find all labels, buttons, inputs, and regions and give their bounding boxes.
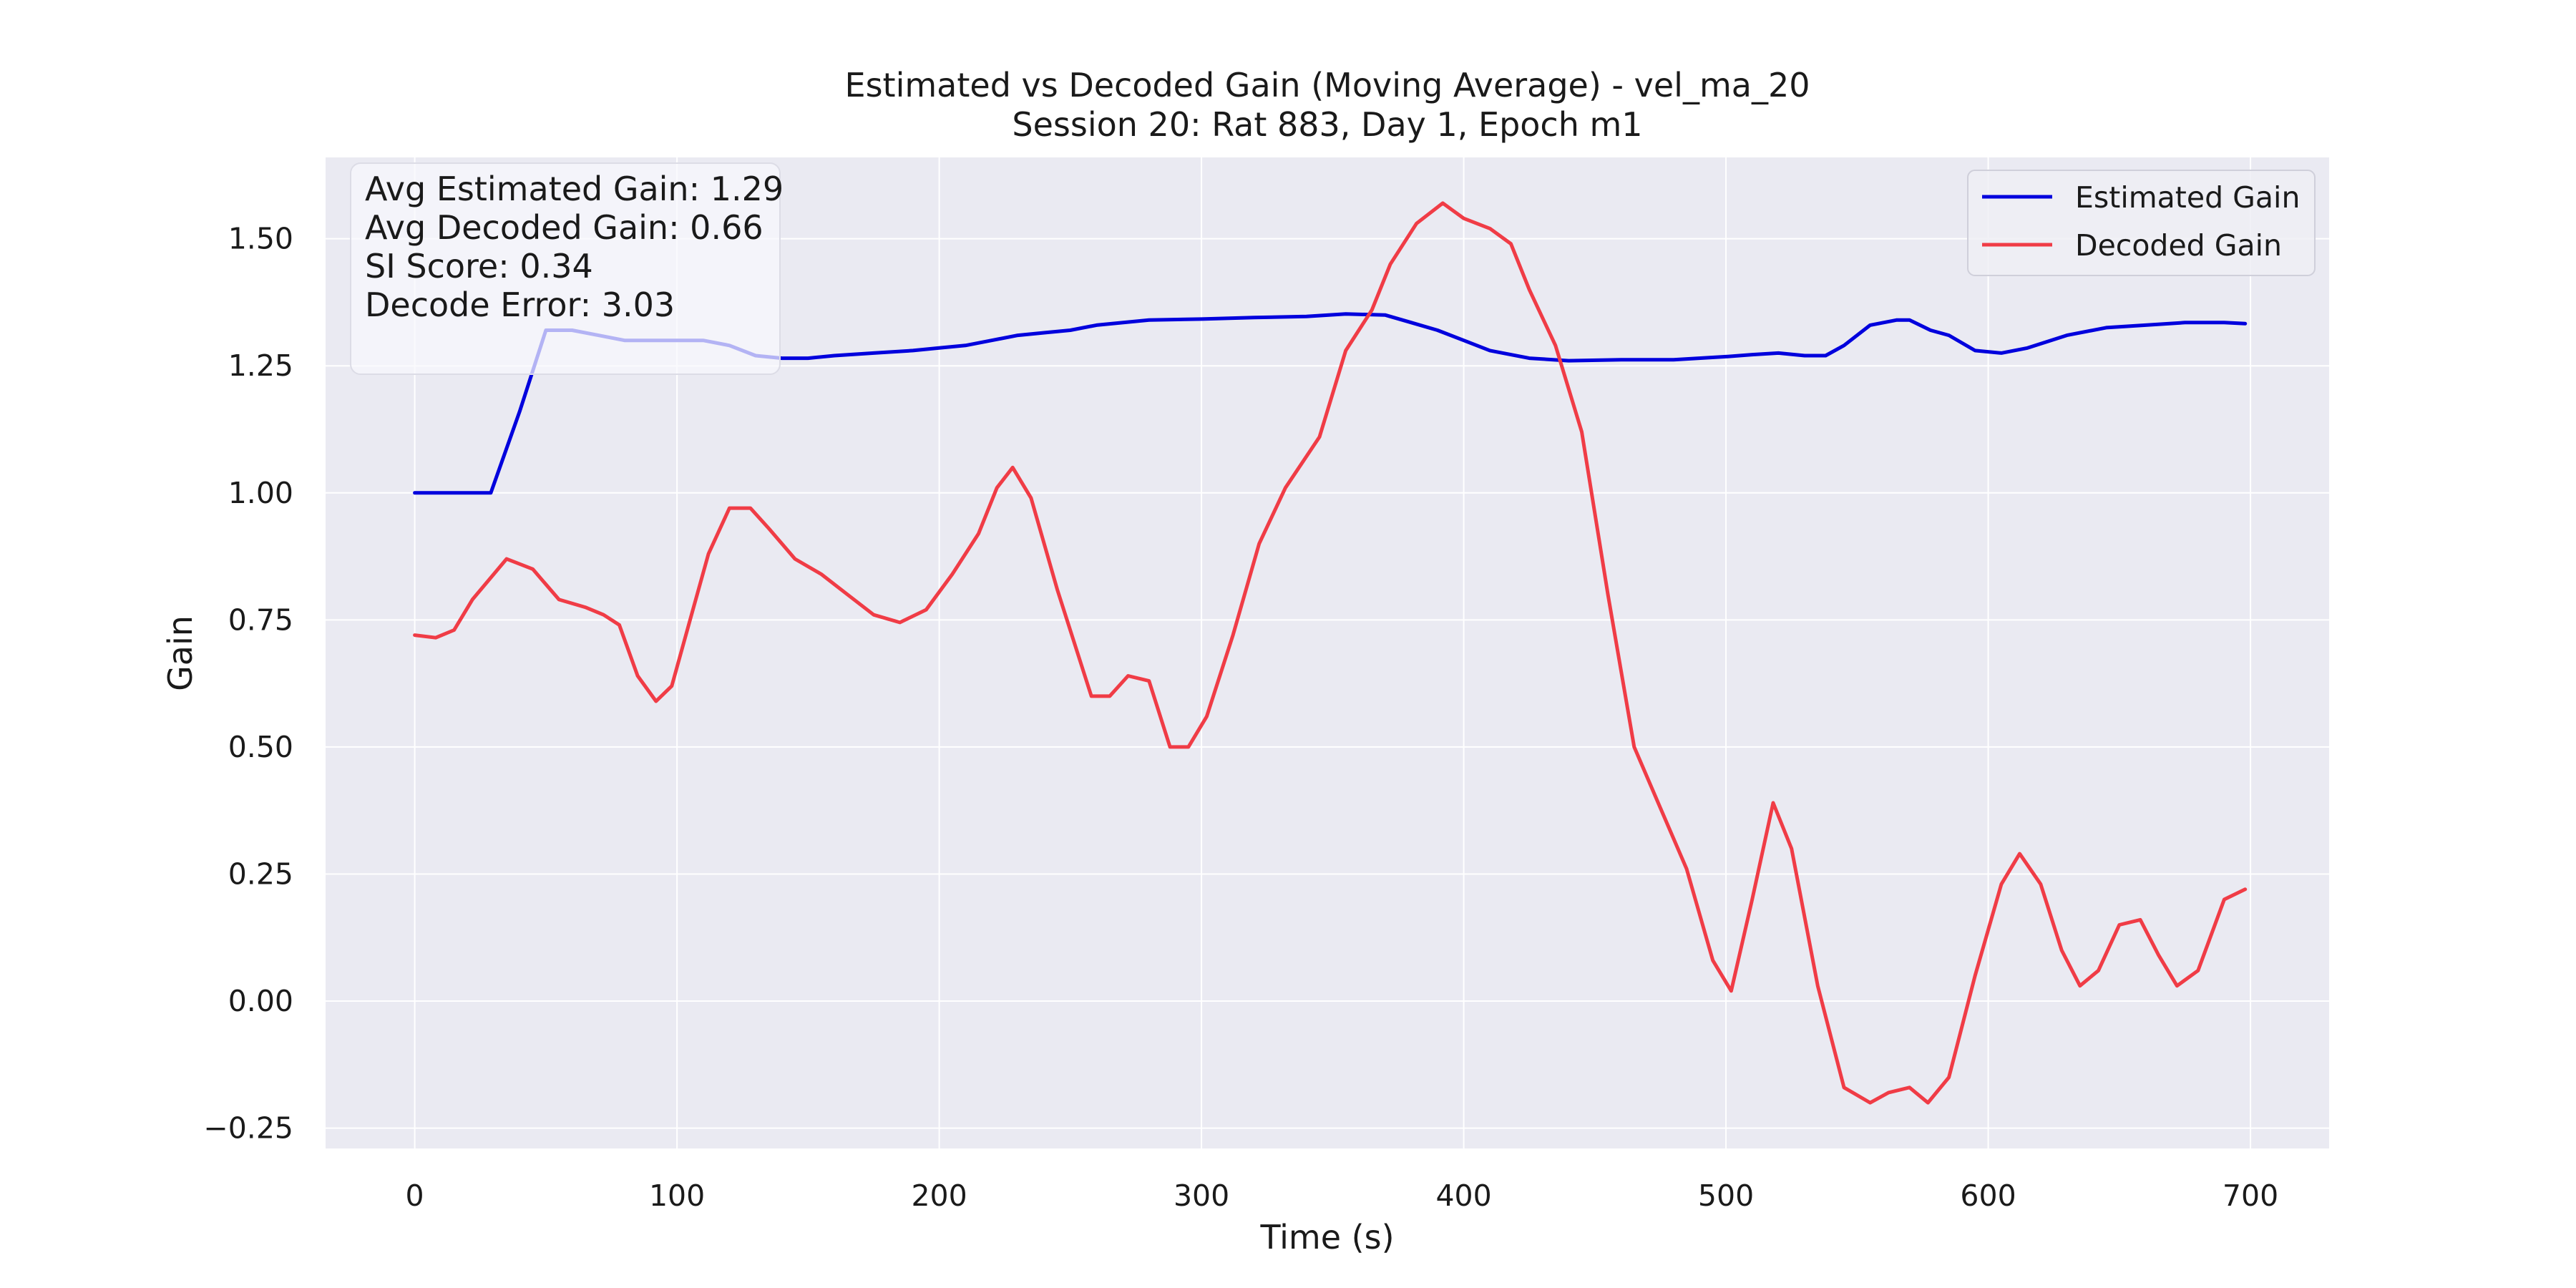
x-tick-label: 200 [911,1179,967,1213]
y-axis-label: Gain [161,615,200,691]
y-tick-label: 1.00 [228,476,293,510]
stats-box-background [350,162,781,375]
y-tick-label: 0.00 [228,984,293,1018]
x-tick-label: 100 [649,1179,705,1213]
stats-si-score: SI Score: 0.34 [365,247,593,286]
y-tick-label: 1.25 [228,348,293,383]
y-tick-label: 0.50 [228,730,293,764]
stats-avg-decoded: Avg Decoded Gain: 0.66 [365,208,763,247]
series-line-decoded-gain [413,201,2248,1105]
x-tick-label: 500 [1698,1179,1754,1213]
y-tick-label: 0.25 [228,857,293,891]
y-tick-label: −0.25 [203,1111,293,1146]
y-tick-label: 0.75 [228,602,293,637]
legend: Estimated Gain Decoded Gain [1967,170,2316,276]
stats-avg-estimated: Avg Estimated Gain: 1.29 [365,170,784,208]
y-ticks: −0.25 0.00 0.25 0.50 0.75 1.00 1.25 1.50 [203,222,293,1146]
x-axis-label: Time (s) [1259,1218,1394,1257]
legend-label-decoded: Decoded Gain [2075,228,2282,263]
stats-box: Avg Estimated Gain: 1.29 Avg Decoded Gai… [350,162,784,375]
x-tick-label: 400 [1435,1179,1491,1213]
x-tick-label: 300 [1174,1179,1229,1213]
chart-subtitle: Session 20: Rat 883, Day 1, Epoch m1 [1012,105,1642,144]
x-tick-label: 600 [1960,1179,2016,1213]
legend-box [1967,170,2316,276]
chart-title: Estimated vs Decoded Gain (Moving Averag… [845,66,1810,104]
x-tick-label: 700 [2223,1179,2278,1213]
x-tick-label: 0 [406,1179,424,1213]
stats-decode-error: Decode Error: 3.03 [365,286,675,324]
x-ticks: 0 100 200 300 400 500 600 700 [406,1179,2279,1213]
legend-label-estimated: Estimated Gain [2075,180,2300,215]
y-tick-label: 1.50 [228,222,293,256]
